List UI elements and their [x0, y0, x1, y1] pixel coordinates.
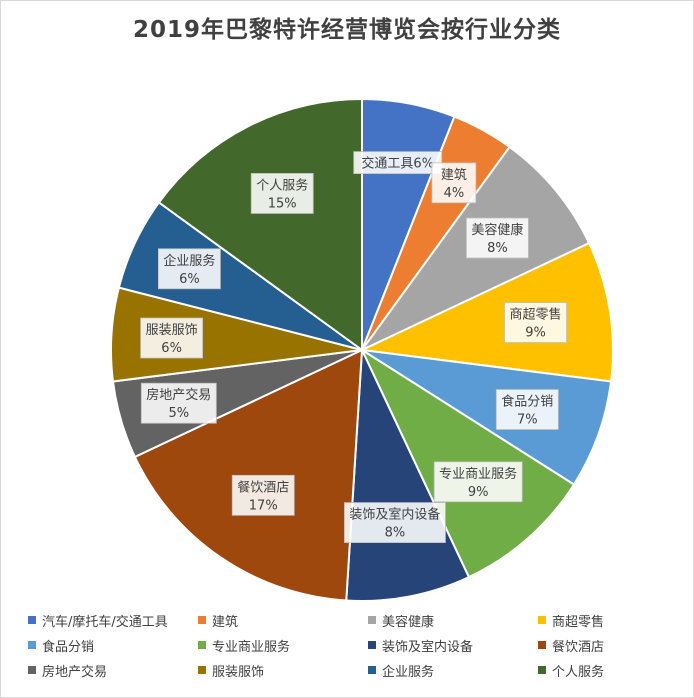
legend-label-1: 建筑 — [212, 614, 239, 630]
legend-swatch-11 — [538, 666, 546, 674]
legend-item-6: 装饰及室内设备 — [368, 637, 538, 655]
data-label-8: 房地产交易 5% — [140, 382, 217, 424]
legend-item-1: 建筑 — [198, 612, 368, 630]
legend-item-2: 美容健康 — [368, 612, 538, 630]
data-label-box-7 — [231, 474, 295, 516]
legend-label-4: 食品分销 — [42, 639, 95, 655]
data-label-box-2 — [465, 217, 529, 259]
legend-item-8: 房地产交易 — [28, 662, 198, 680]
legend-swatch-6 — [368, 641, 376, 649]
legend-swatch-2 — [368, 616, 376, 624]
legend-item-3: 商超零售 — [538, 612, 678, 630]
legend-swatch-10 — [368, 666, 376, 674]
legend-label-11: 个人服务 — [552, 664, 605, 680]
data-label-0: 交通工具6% — [353, 151, 443, 175]
data-label-1: 建筑 4% — [431, 162, 477, 204]
data-label-5: 专业商业服务 9% — [433, 461, 523, 503]
data-label-7: 餐饮酒店 17% — [231, 474, 295, 516]
data-label-name-7: 餐饮酒店 — [237, 479, 289, 495]
legend-label-7: 餐饮酒店 — [552, 639, 605, 655]
legend-item-11: 个人服务 — [538, 662, 678, 680]
pie-chart: 交通工具6% 建筑 4% 美容健康 8% 商超零售 9% 食品分销 7% 专业商业服务 9% 装饰及室… — [110, 97, 614, 602]
data-label-box-3 — [504, 302, 567, 343]
data-label-value-6: 8% — [385, 526, 406, 541]
data-label-value-9: 6% — [161, 341, 182, 356]
legend-swatch-0 — [28, 616, 36, 624]
data-label-value-11: 15% — [268, 196, 297, 211]
data-label-name-8: 房地产交易 — [146, 387, 211, 403]
data-label-value-8: 5% — [169, 406, 190, 421]
legend-swatch-4 — [28, 641, 36, 649]
data-label-box-10 — [157, 248, 221, 290]
legend-label-3: 商超零售 — [552, 614, 605, 630]
data-label-value-4: 7% — [517, 413, 538, 428]
data-label-name-2: 美容健康 — [471, 222, 523, 238]
data-label-name-9: 服装服饰 — [146, 323, 198, 338]
legend-item-0: 汽车/摩托车/交通工具 — [28, 612, 198, 630]
legend-item-7: 餐饮酒店 — [538, 637, 678, 655]
data-label-name-5: 专业商业服务 — [439, 466, 517, 482]
legend-label-6: 装饰及室内设备 — [382, 639, 474, 655]
legend-item-10: 企业服务 — [368, 662, 538, 680]
data-label-value-3: 9% — [525, 326, 546, 341]
data-label-box-11 — [250, 173, 314, 214]
pie-slice-11 — [157, 97, 363, 352]
data-label-6: 装饰及室内设备 8% — [344, 502, 446, 543]
legend-label-2: 美容健康 — [382, 614, 435, 630]
data-label-name-4: 食品分销 — [501, 394, 553, 410]
chart-title: 2019年巴黎特许经营博览会按行业分类 — [132, 17, 561, 43]
data-label-box-4 — [495, 389, 559, 430]
data-label-value-7: 17% — [249, 498, 278, 513]
data-label-value-2: 8% — [487, 241, 508, 256]
legend-swatch-9 — [198, 666, 206, 674]
chart-legend: 汽车/摩托车/交通工具 建筑 美容健康 商超零售食品分销 专业商业服务 装饰及室内设备 餐饮… — [28, 612, 678, 680]
data-label-10: 企业服务 6% — [157, 248, 221, 290]
legend-swatch-8 — [28, 666, 36, 674]
legend-label-10: 企业服务 — [382, 664, 435, 680]
legend-item-9: 服装服饰 — [198, 662, 368, 680]
legend-label-5: 专业商业服务 — [212, 639, 291, 655]
data-label-name-6: 装饰及室内设备 — [349, 507, 440, 523]
data-label-text-0: 交通工具6% — [361, 156, 434, 172]
data-label-box-8 — [140, 382, 217, 424]
legend-label-9: 服装服饰 — [212, 664, 265, 680]
legend-item-5: 专业商业服务 — [198, 637, 368, 655]
data-label-11: 个人服务 15% — [250, 173, 314, 214]
legend-item-4: 食品分销 — [28, 637, 198, 655]
data-label-box-1 — [431, 162, 477, 204]
data-label-name-10: 企业服务 — [163, 253, 215, 269]
data-label-value-1: 4% — [444, 186, 465, 201]
pie-slice-3 — [358, 241, 614, 383]
data-label-box-9 — [140, 317, 204, 359]
data-label-name-11: 个人服务 — [256, 177, 308, 193]
legend-label-0: 汽车/摩托车/交通工具 — [42, 614, 168, 630]
legend-swatch-5 — [198, 641, 206, 649]
data-label-name-1: 建筑 — [441, 167, 467, 183]
legend-swatch-7 — [538, 641, 546, 649]
data-label-2: 美容健康 8% — [465, 217, 529, 259]
pie-slice-4 — [361, 349, 613, 486]
legend-swatch-1 — [198, 616, 206, 624]
legend-swatch-3 — [538, 616, 546, 624]
data-label-value-10: 6% — [179, 272, 200, 287]
data-label-9: 服装服饰 6% — [140, 317, 204, 359]
data-label-box-6 — [344, 502, 446, 543]
data-label-4: 食品分销 7% — [495, 389, 559, 430]
legend-label-8: 房地产交易 — [42, 664, 108, 680]
data-label-value-5: 9% — [468, 485, 489, 500]
data-label-name-3: 商超零售 — [510, 307, 562, 323]
data-label-3: 商超零售 9% — [504, 302, 567, 343]
data-label-box-5 — [433, 461, 523, 503]
